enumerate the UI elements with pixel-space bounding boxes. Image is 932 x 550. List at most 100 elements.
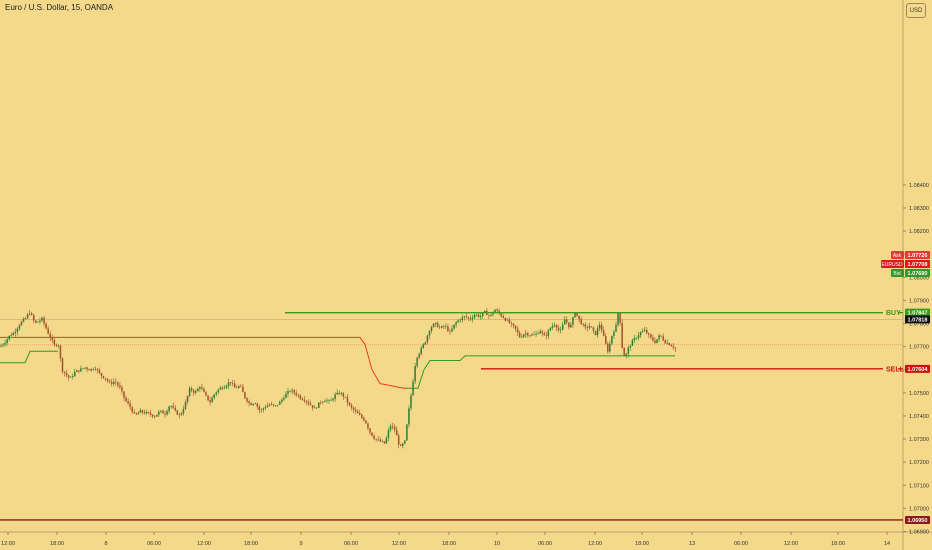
candle-body bbox=[115, 381, 117, 383]
candle-body bbox=[615, 324, 617, 332]
candle-body bbox=[4, 343, 6, 345]
candle-body bbox=[500, 313, 502, 317]
candle-body bbox=[395, 429, 398, 436]
candle-body bbox=[543, 332, 545, 336]
candle-body bbox=[559, 329, 562, 331]
candle-body bbox=[527, 333, 529, 336]
candle-body bbox=[33, 314, 35, 321]
candle-body bbox=[455, 322, 457, 325]
candle-body bbox=[393, 426, 396, 430]
candle-body bbox=[344, 396, 347, 398]
candle-body bbox=[270, 404, 273, 405]
y-tick-label: 1.06900 bbox=[909, 530, 929, 536]
candle-body bbox=[461, 317, 463, 320]
candle-body bbox=[328, 400, 330, 401]
candle-body bbox=[158, 411, 160, 415]
candle-body bbox=[646, 329, 648, 334]
stop-line-green-right bbox=[406, 355, 675, 389]
candle-body bbox=[192, 390, 195, 393]
candle-body bbox=[88, 369, 90, 371]
candle-body bbox=[621, 322, 623, 348]
currency-button[interactable]: USD bbox=[906, 3, 926, 18]
sell-label: SELL bbox=[886, 366, 905, 373]
candle-body bbox=[467, 317, 470, 318]
candle-body bbox=[510, 323, 513, 324]
candle-body bbox=[61, 358, 64, 372]
candle-body bbox=[303, 399, 306, 401]
candle-body bbox=[449, 330, 451, 332]
candle-body bbox=[121, 387, 123, 392]
candle-body bbox=[324, 400, 326, 402]
candle-body bbox=[123, 391, 125, 398]
candle-body bbox=[277, 404, 279, 406]
ask-price-box bbox=[905, 251, 930, 259]
candle-body bbox=[10, 335, 12, 336]
candle-body bbox=[381, 441, 384, 442]
candle-body bbox=[201, 387, 203, 389]
candle-body bbox=[250, 403, 252, 406]
candle-body bbox=[172, 406, 174, 408]
x-tick-label: 12:00 bbox=[588, 541, 602, 547]
candle-body bbox=[151, 414, 154, 417]
candle-body bbox=[434, 322, 437, 324]
candle-body bbox=[131, 407, 133, 413]
candle-body bbox=[72, 376, 74, 377]
candle-body bbox=[551, 326, 554, 328]
candle-body bbox=[592, 327, 595, 332]
candle-body bbox=[190, 388, 193, 391]
candle-body bbox=[574, 313, 576, 318]
candle-body bbox=[285, 393, 287, 399]
x-tick-label: 8 bbox=[104, 541, 107, 547]
candle-body bbox=[160, 410, 162, 412]
candle-body bbox=[424, 342, 427, 345]
candle-body bbox=[420, 347, 422, 354]
candle-body bbox=[354, 409, 357, 412]
x-tick-label: 12:00 bbox=[197, 541, 211, 547]
candle-body bbox=[443, 326, 445, 327]
candle-body bbox=[180, 413, 183, 415]
candle-body bbox=[289, 391, 291, 392]
candle-body bbox=[203, 388, 205, 393]
candle-body bbox=[117, 382, 119, 386]
plot-area[interactable] bbox=[0, 307, 903, 521]
candle-body bbox=[178, 414, 181, 416]
lower-price-tag-label: 1.06950 bbox=[908, 518, 928, 524]
candle-body bbox=[459, 319, 461, 321]
candle-body bbox=[94, 369, 97, 370]
candle-body bbox=[219, 387, 222, 390]
y-tick-label: 1.07000 bbox=[909, 506, 929, 512]
candle-body bbox=[330, 400, 332, 401]
candle-body bbox=[652, 337, 654, 341]
candle-body bbox=[426, 335, 429, 343]
candle-body bbox=[602, 330, 605, 337]
candle-body bbox=[37, 321, 39, 323]
y-tick-label: 1.08400 bbox=[909, 183, 929, 189]
candle-body bbox=[137, 412, 140, 415]
candle-body bbox=[162, 410, 164, 414]
candle-body bbox=[580, 319, 582, 325]
candle-body bbox=[648, 333, 650, 335]
candle-body bbox=[469, 317, 472, 320]
candle-body bbox=[547, 330, 550, 337]
candle-body bbox=[266, 405, 269, 408]
candle-body bbox=[141, 410, 144, 413]
candle-body bbox=[674, 347, 677, 349]
candle-body bbox=[145, 412, 148, 414]
candle-body bbox=[51, 337, 53, 340]
candle-body bbox=[383, 441, 386, 444]
candle-body bbox=[477, 314, 480, 317]
candle-body bbox=[619, 313, 621, 323]
candle-body bbox=[135, 413, 138, 415]
ask-price: 1.07726 bbox=[908, 253, 928, 259]
candle-body bbox=[598, 324, 601, 329]
ask-label: Ask bbox=[893, 253, 902, 259]
candle-body bbox=[90, 368, 92, 371]
candle-body bbox=[387, 430, 390, 439]
candle-body bbox=[59, 345, 62, 359]
candle-body bbox=[379, 439, 381, 442]
candle-body bbox=[256, 403, 258, 407]
reference-price-tag bbox=[905, 315, 930, 324]
candle-body bbox=[318, 402, 320, 409]
candle-body bbox=[518, 332, 521, 338]
